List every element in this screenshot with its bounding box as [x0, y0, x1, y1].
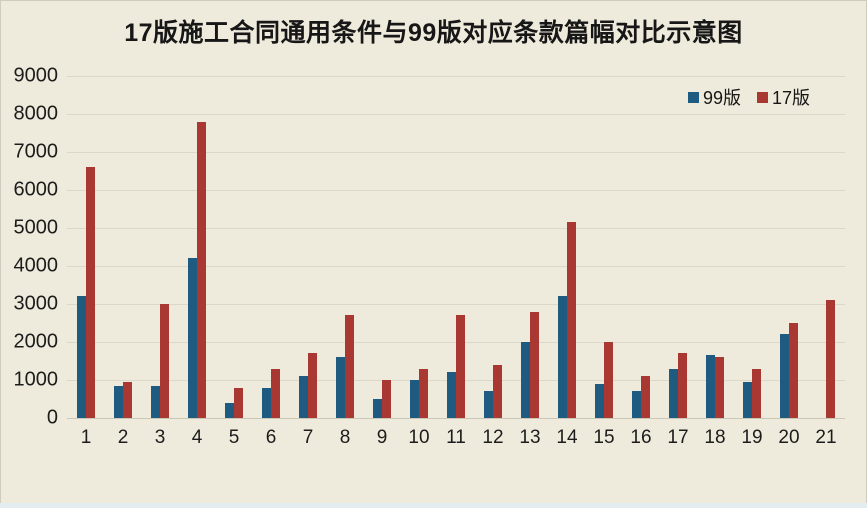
bar-99ban-cat-11: [447, 372, 456, 418]
x-axis-tick-label: 1: [80, 427, 92, 448]
x-axis-tick-label: 7: [302, 427, 314, 448]
bar-99ban-cat-5: [225, 402, 234, 418]
x-axis-tick-label: 13: [519, 427, 541, 448]
bar-99ban-cat-2: [114, 385, 123, 418]
gridline: [67, 228, 845, 229]
y-axis-tick-label: 3000: [13, 292, 59, 315]
x-axis-tick-label: 18: [704, 427, 726, 448]
y-axis-tick-label: 4000: [13, 254, 59, 277]
y-axis-tick-label: 1000: [13, 368, 59, 391]
y-axis-tick-label: 8000: [13, 102, 59, 125]
bar-17ban-cat-9: [382, 380, 391, 418]
bar-17ban-cat-18: [715, 357, 724, 418]
bar-17ban-cat-16: [641, 376, 650, 418]
gridline: [67, 152, 845, 153]
gridline: [67, 266, 845, 267]
bar-17ban-cat-13: [530, 311, 539, 418]
bar-99ban-cat-9: [373, 399, 382, 418]
bar-99ban-cat-1: [77, 296, 86, 418]
x-axis-tick-label: 14: [556, 427, 578, 448]
x-axis-tick-label: 20: [778, 427, 800, 448]
x-axis-tick-label: 3: [154, 427, 166, 448]
gridline: [67, 76, 845, 77]
x-axis-tick-label: 11: [446, 427, 466, 448]
bar-17ban-cat-8: [345, 315, 354, 418]
bar-17ban-cat-2: [123, 381, 132, 418]
bar-17ban-cat-17: [678, 353, 687, 418]
legend-swatch-99ban-icon: [687, 91, 699, 103]
bar-17ban-cat-3: [160, 304, 169, 418]
bar-99ban-cat-18: [706, 355, 715, 418]
x-axis-tick-label: 21: [815, 427, 837, 448]
y-axis-tick-label: 6000: [13, 178, 59, 201]
bar-99ban-cat-16: [632, 391, 641, 418]
bar-17ban-cat-10: [419, 368, 428, 418]
bar-99ban-cat-4: [188, 258, 197, 418]
bar-17ban-cat-6: [271, 368, 280, 418]
x-axis-tick-label: 4: [191, 427, 203, 448]
y-axis-tick-label: 5000: [13, 216, 59, 239]
bar-17ban-cat-11: [456, 315, 465, 418]
gridline: [67, 418, 845, 419]
bar-17ban-cat-1: [86, 167, 95, 418]
y-axis-tick-label: 2000: [13, 330, 59, 353]
plot-area: 0 1000 2000 3000 4000 5000 6000 7000 8000 9000 1 2 3…: [14, 66, 845, 447]
bar-99ban-cat-6: [262, 387, 271, 418]
x-axis-tick-label: 2: [117, 427, 129, 448]
bar-99ban-cat-13: [521, 342, 530, 418]
x-axis-tick-label: 12: [482, 427, 504, 448]
bar-17ban-cat-12: [493, 364, 502, 418]
x-axis-tick-label: 19: [741, 427, 763, 448]
x-axis-tick-label: 8: [339, 427, 351, 448]
legend-item-17ban: 17版: [756, 84, 810, 110]
bar-17ban-cat-14: [567, 222, 576, 418]
bar-99ban-cat-3: [151, 385, 160, 418]
bar-17ban-cat-20: [789, 323, 798, 418]
bar-99ban-cat-19: [743, 381, 752, 418]
bar-17ban-cat-15: [604, 342, 613, 418]
legend-item-99ban: 99版: [687, 84, 741, 110]
x-axis-tick-label: 17: [667, 427, 689, 448]
legend-swatch-17ban-icon: [756, 91, 768, 103]
x-axis-tick-label: 9: [376, 427, 388, 448]
legend: 99版 17版: [687, 84, 810, 110]
bar-17ban-cat-19: [752, 368, 761, 418]
x-axis-tick-label: 6: [265, 427, 277, 448]
x-axis-tick-label: 10: [408, 427, 430, 448]
bar-99ban-cat-14: [558, 296, 567, 418]
bar-99ban-cat-12: [484, 391, 493, 418]
chart-title: 17版施工合同通用条件与99版对应条款篇幅对比示意图: [124, 19, 743, 47]
x-axis-tick-label: 5: [228, 427, 240, 448]
gridline: [67, 114, 845, 115]
legend-label-17ban: 17版: [771, 88, 810, 108]
bar-99ban-cat-20: [780, 334, 789, 418]
x-axis-tick-label: 16: [630, 427, 652, 448]
bar-17ban-cat-4: [197, 121, 206, 418]
gridline: [67, 190, 845, 191]
bar-99ban-cat-7: [299, 376, 308, 418]
bar-99ban-cat-10: [410, 380, 419, 418]
legend-label-99ban: 99版: [702, 88, 741, 108]
bar-17ban-cat-21: [826, 300, 835, 418]
gridline: [67, 304, 845, 305]
y-axis-tick-label: 7000: [13, 140, 59, 163]
y-axis-tick-label: 9000: [13, 64, 59, 87]
bar-99ban-cat-17: [669, 368, 678, 418]
x-axis-tick-label: 15: [593, 427, 615, 448]
window-bottom-strip: [0, 503, 867, 508]
y-axis-tick-label: 0: [46, 406, 58, 429]
bar-17ban-cat-5: [234, 387, 243, 418]
bar-99ban-cat-8: [336, 357, 345, 418]
bar-99ban-cat-15: [595, 383, 604, 418]
bar-17ban-cat-7: [308, 353, 317, 418]
